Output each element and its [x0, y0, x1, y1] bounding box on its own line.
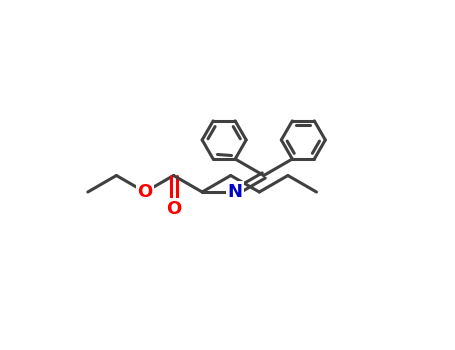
Text: O: O [137, 183, 152, 201]
Text: N: N [228, 183, 243, 201]
Text: O: O [166, 199, 181, 217]
